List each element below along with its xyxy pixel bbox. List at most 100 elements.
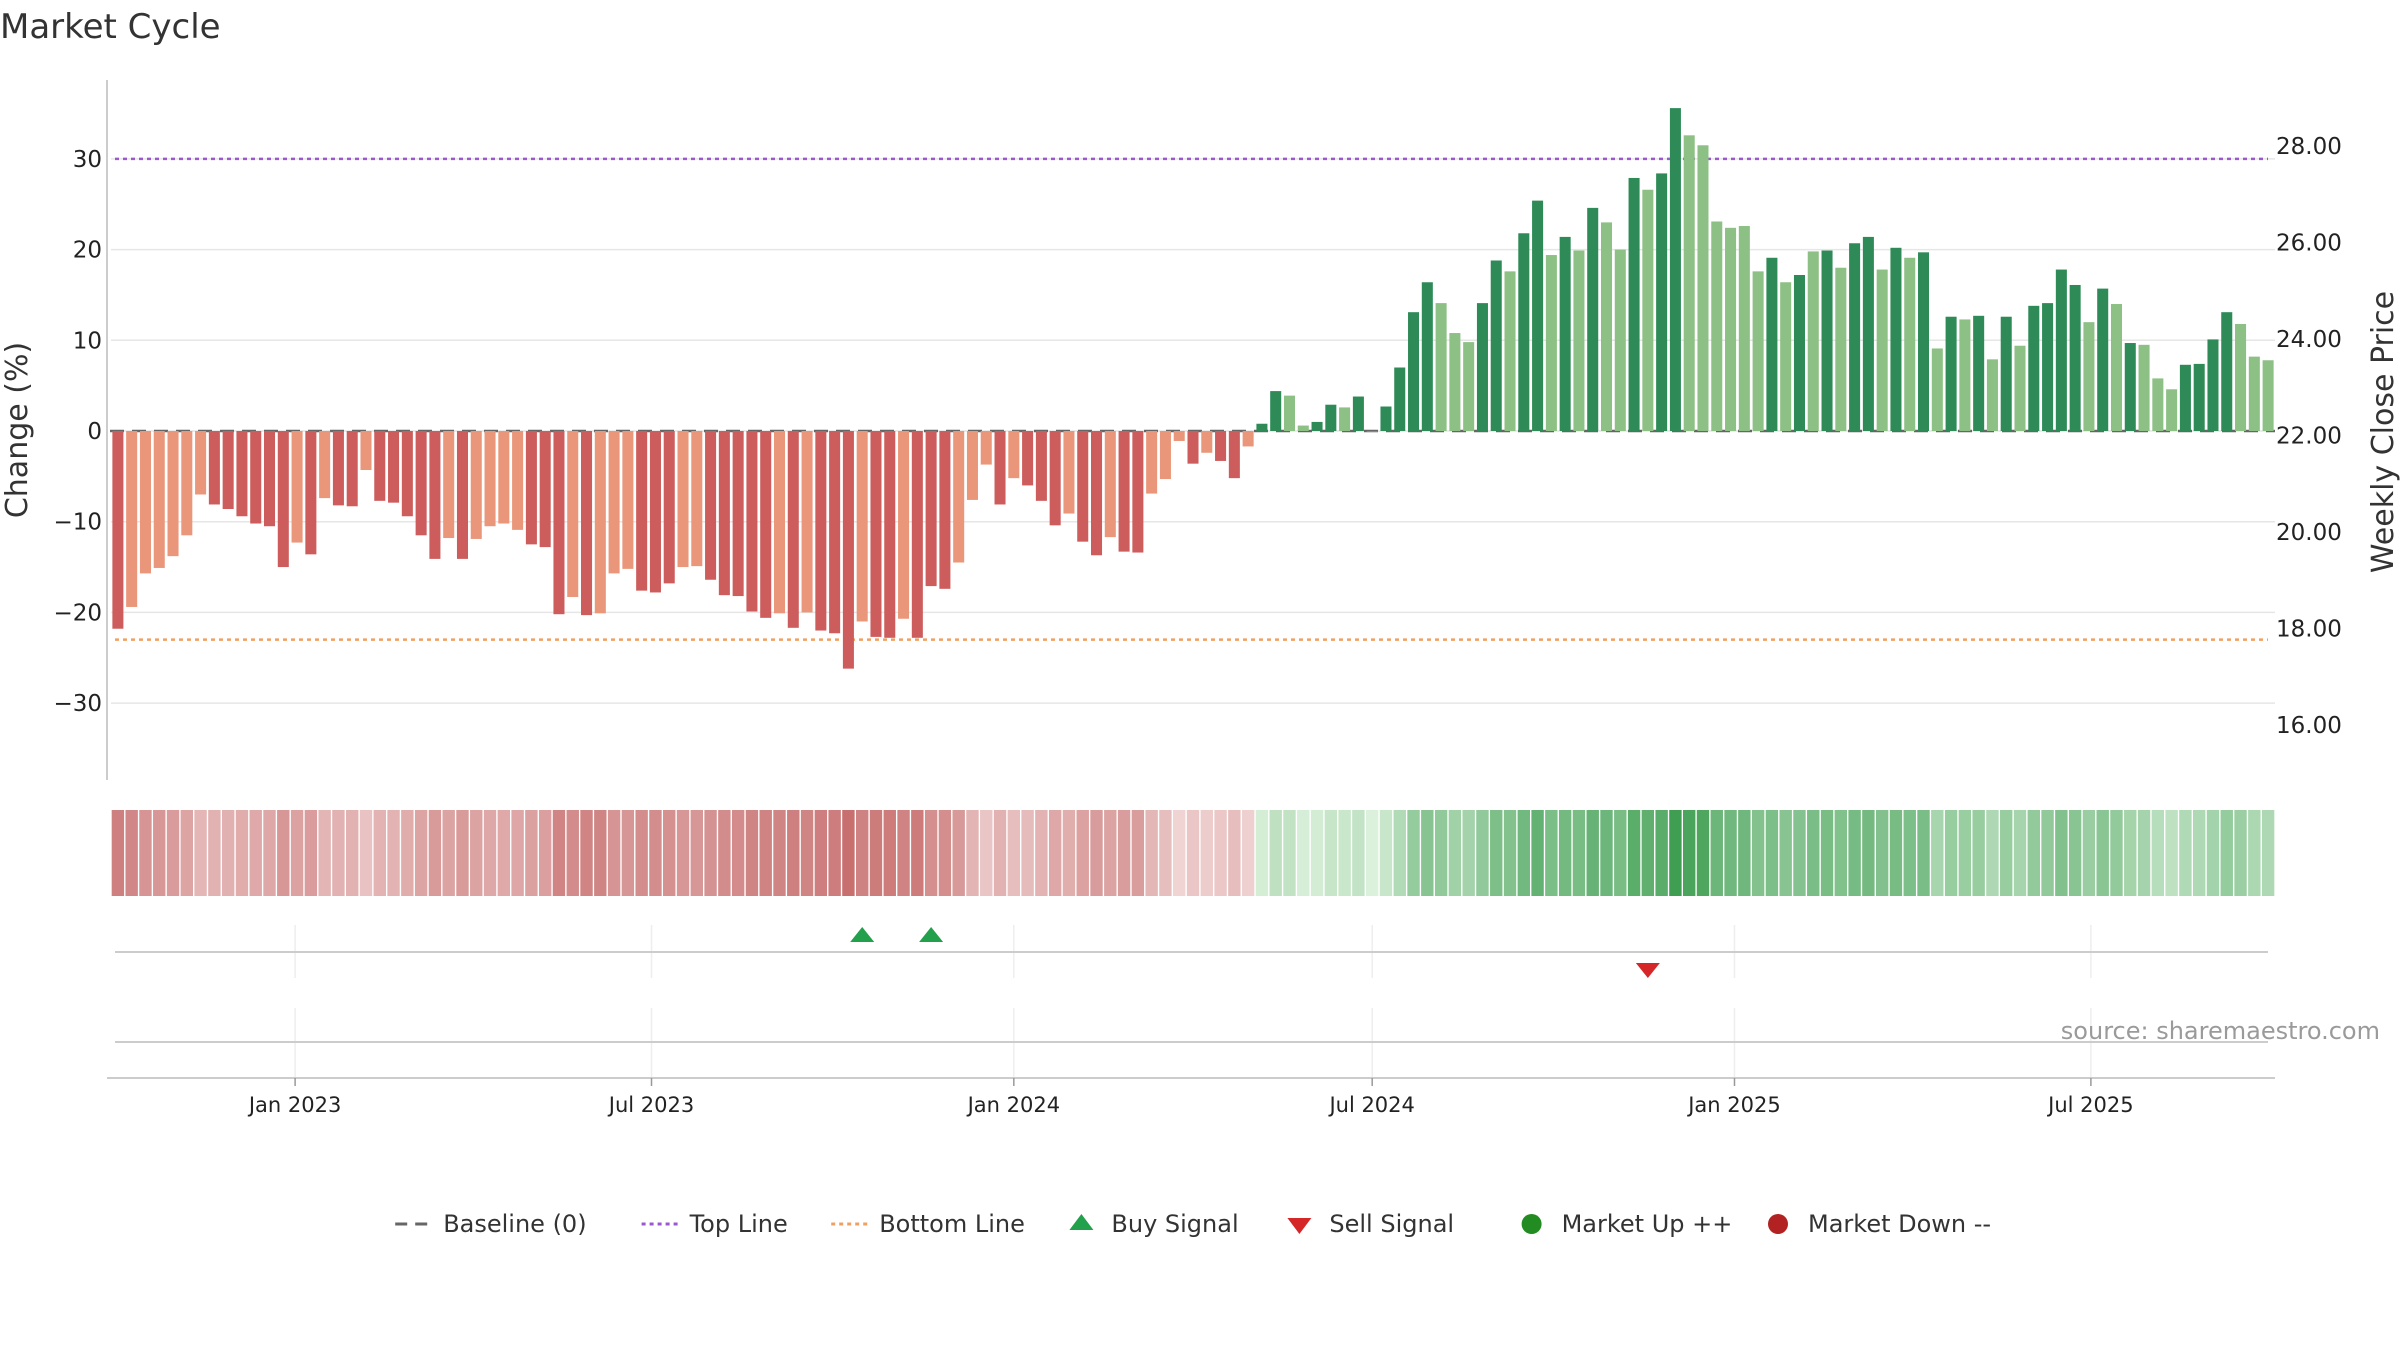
change-bar — [498, 431, 510, 524]
heat-cell — [1586, 810, 1599, 896]
x-tick-label: Jul 2023 — [607, 1093, 694, 1117]
change-bar — [470, 431, 482, 539]
change-bar — [1173, 431, 1185, 441]
change-bar — [1270, 391, 1282, 431]
heat-cell — [787, 810, 800, 896]
change-bar — [1862, 236, 1874, 431]
legend-item: Baseline (0) — [395, 1210, 587, 1238]
change-bar — [1532, 200, 1544, 431]
change-bar — [195, 431, 207, 495]
y-right-tick-label: 16.00 — [2276, 713, 2342, 739]
change-bar — [1022, 431, 1034, 486]
heat-cell — [1614, 810, 1627, 896]
change-bar — [2221, 312, 2233, 431]
heat-cell — [1627, 810, 1641, 896]
change-bars — [112, 108, 2274, 669]
change-bar — [1807, 251, 1819, 431]
change-bar — [2042, 303, 2054, 431]
legend-item: Buy Signal — [1069, 1210, 1239, 1238]
heat-cell — [125, 810, 138, 896]
change-bar — [649, 431, 661, 593]
heat-cell — [263, 810, 276, 896]
heat-cell — [1076, 810, 1089, 896]
heat-cell — [166, 810, 180, 896]
change-bar — [1283, 395, 1295, 431]
change-bar — [2179, 364, 2191, 431]
heat-cell — [1462, 810, 1475, 896]
change-bar — [277, 431, 289, 568]
y-right-tick-label: 22.00 — [2276, 424, 2342, 450]
heat-cell — [1393, 810, 1406, 896]
heat-cell — [318, 810, 331, 896]
change-bar — [1573, 250, 1585, 431]
change-bar — [1918, 252, 1930, 431]
change-bar — [1091, 431, 1103, 556]
heat-cell — [1807, 810, 1820, 896]
heat-cell — [2234, 810, 2247, 896]
heat-cell — [1669, 810, 1682, 896]
heat-cell — [980, 810, 993, 896]
heat-cell — [208, 810, 221, 896]
heat-cell — [621, 810, 635, 896]
y-left-tick-label: 20 — [73, 238, 102, 264]
change-bar — [718, 431, 730, 596]
legend-label: Baseline (0) — [443, 1210, 586, 1238]
heat-cell — [249, 810, 262, 896]
heat-cell — [1338, 810, 1351, 896]
heat-cell — [483, 810, 497, 896]
heat-cell — [1572, 810, 1586, 896]
heat-cell — [1972, 810, 1985, 896]
heat-cell — [938, 810, 952, 896]
change-bar — [429, 431, 441, 559]
legend-item: Market Up ++ — [1521, 1210, 1732, 1238]
change-bar — [2097, 288, 2109, 431]
heat-cell — [1131, 810, 1145, 896]
change-bar — [1849, 243, 1861, 431]
heat-cell — [2027, 810, 2040, 896]
change-bar — [208, 431, 220, 505]
change-bar — [2124, 343, 2136, 431]
change-bar — [1421, 282, 1433, 431]
legend-item: Sell Signal — [1287, 1210, 1454, 1238]
heat-cell — [111, 810, 125, 896]
change-bar — [512, 431, 524, 530]
change-bar — [1049, 431, 1061, 526]
heat-cell — [1545, 810, 1558, 896]
buy-signal-marker — [850, 927, 875, 942]
change-bar — [1242, 431, 1254, 447]
heat-cell — [1917, 810, 1930, 896]
heat-cell — [1490, 810, 1503, 896]
x-tick-label: Jan 2023 — [247, 1093, 342, 1117]
heat-cell — [952, 810, 965, 896]
heat-cell — [1145, 810, 1158, 896]
heat-cell — [470, 810, 483, 896]
heat-cell — [2055, 810, 2068, 896]
heat-cell — [745, 810, 759, 896]
change-bar — [360, 431, 372, 471]
change-bar — [2207, 339, 2219, 431]
y-left-tick-label: −10 — [53, 510, 102, 536]
change-bar — [456, 431, 468, 559]
change-bar — [181, 431, 193, 536]
y-axis-right-label: Weekly Close Price — [2366, 291, 2400, 573]
change-bar — [1311, 421, 1323, 431]
heat-cell — [1655, 810, 1668, 896]
change-bar — [415, 431, 427, 536]
heat-cell — [221, 810, 235, 896]
heat-cell — [359, 810, 373, 896]
heat-cell — [2137, 810, 2151, 896]
heat-cell — [718, 810, 731, 896]
heat-cell — [2248, 810, 2261, 896]
y-right-tick-label: 28.00 — [2276, 134, 2342, 160]
heat-cell — [649, 810, 662, 896]
signal-panel — [115, 925, 2268, 978]
change-bar — [746, 431, 758, 612]
change-bar — [1449, 333, 1461, 431]
change-bar — [953, 431, 965, 563]
heat-cell — [2082, 810, 2096, 896]
change-bar — [677, 431, 689, 568]
change-bar — [2235, 323, 2247, 431]
heat-cell — [1779, 810, 1792, 896]
heat-cell — [1793, 810, 1806, 896]
change-bar — [484, 431, 496, 527]
